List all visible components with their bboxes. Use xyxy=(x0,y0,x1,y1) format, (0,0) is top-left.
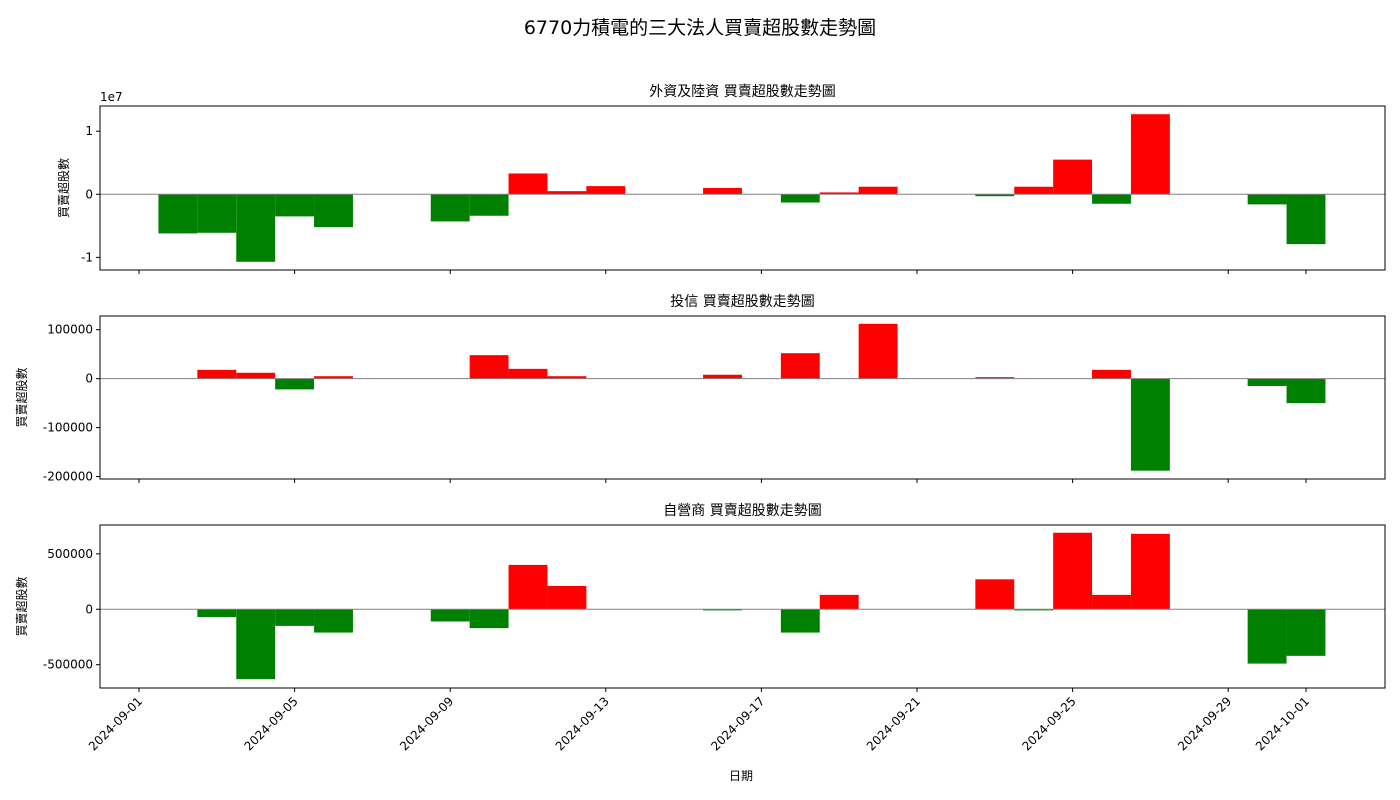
bar xyxy=(275,378,315,390)
x-axis-label: 日期 xyxy=(729,769,753,783)
bar xyxy=(703,609,742,611)
bar xyxy=(197,369,237,379)
panel-title: 投信 買賣超股數走勢圖 xyxy=(670,294,814,310)
y-tick-label: 1 xyxy=(85,124,93,138)
bar xyxy=(780,609,820,633)
x-tick-label: 2024-09-09 xyxy=(397,694,456,753)
axes-frame xyxy=(99,524,1386,689)
bar xyxy=(975,194,1015,197)
panel-1: 外資及陸資 買賣超股數走勢圖 -1 0 1 1e7 買賣超股數 xyxy=(56,84,1386,274)
bar xyxy=(158,194,198,234)
bar xyxy=(430,609,470,622)
bar xyxy=(547,191,587,195)
panel-2: 投信 買賣超股數走勢圖 -200000 -100000 0 100000 買賣超股數 xyxy=(14,294,1386,484)
bar xyxy=(508,173,548,195)
x-tick-label: 2024-09-17 xyxy=(708,694,767,753)
bar xyxy=(1092,369,1131,379)
bar xyxy=(1247,194,1287,205)
bar xyxy=(1014,186,1054,195)
bar xyxy=(780,194,820,203)
y-axis-label: 買賣超股數 xyxy=(56,158,71,218)
x-tick-label: 2024-09-01 xyxy=(86,694,145,753)
y-tick-label: 100000 xyxy=(47,323,93,337)
bar xyxy=(703,374,742,379)
bar xyxy=(508,564,548,610)
bar xyxy=(1092,194,1131,204)
bar xyxy=(1092,594,1131,610)
bar xyxy=(508,368,548,379)
bar xyxy=(1014,609,1054,611)
bar xyxy=(858,186,898,195)
bar xyxy=(469,609,509,629)
panel-3: 自營商 買賣超股數走勢圖 -500000 0 500000 買賣超股數 2024-09-0… xyxy=(14,503,1386,753)
x-tick-label: 2024-09-29 xyxy=(1175,694,1234,753)
x-tick-label: 2024-09-25 xyxy=(1020,694,1079,753)
bar xyxy=(1053,532,1093,610)
bar xyxy=(1286,378,1326,404)
panel-title: 自營商 買賣超股數走勢圖 xyxy=(663,503,821,519)
x-tick-label: 2024-09-21 xyxy=(864,694,923,753)
y-tick-label: 0 xyxy=(85,187,93,201)
bar xyxy=(1286,194,1326,245)
figure-title: 6770力積電的三大法人買賣超股數走勢圖 xyxy=(524,17,876,39)
panel-title: 外資及陸資 買賣超股數走勢圖 xyxy=(649,84,835,100)
bar xyxy=(469,194,509,216)
bar xyxy=(197,194,237,233)
y-offset-label: 1e7 xyxy=(100,90,123,104)
bar xyxy=(236,372,276,379)
y-tick-label: 500000 xyxy=(47,547,93,561)
y-tick-label: -200000 xyxy=(43,470,93,484)
bar xyxy=(275,609,315,626)
bar xyxy=(275,194,315,217)
y-tick-label: 0 xyxy=(85,602,93,616)
bar xyxy=(703,188,742,195)
bar xyxy=(1130,114,1170,195)
bar xyxy=(780,353,820,379)
axes-frame xyxy=(99,105,1386,271)
bar xyxy=(1053,159,1093,195)
bar xyxy=(1286,609,1326,656)
bar xyxy=(469,355,509,379)
y-tick-label: -100000 xyxy=(43,421,93,435)
y-tick-label: -500000 xyxy=(43,658,93,672)
bar xyxy=(236,609,276,680)
bar xyxy=(430,194,470,222)
x-tick-label: 2024-09-05 xyxy=(242,694,301,753)
x-tick-label: 2024-09-13 xyxy=(553,694,612,753)
bar xyxy=(1130,378,1170,471)
bar xyxy=(314,609,353,633)
bar xyxy=(1130,533,1170,610)
bar xyxy=(197,609,237,618)
bar xyxy=(1247,378,1287,386)
bar xyxy=(586,186,626,195)
bar xyxy=(314,376,353,379)
x-tick-label: 2024-10-01 xyxy=(1253,694,1312,753)
y-axis-label: 買賣超股數 xyxy=(14,367,29,427)
bar xyxy=(314,194,353,228)
bar xyxy=(975,377,1015,379)
bar xyxy=(975,579,1015,610)
bar xyxy=(236,194,276,262)
bar xyxy=(819,594,859,610)
y-tick-label: 0 xyxy=(85,372,93,386)
y-axis-label: 買賣超股數 xyxy=(14,576,29,636)
bar xyxy=(819,192,859,195)
bar xyxy=(547,376,587,379)
y-tick-label: -1 xyxy=(81,250,93,264)
bar xyxy=(547,585,587,610)
bar xyxy=(858,323,898,379)
axes-frame xyxy=(99,315,1386,480)
bar xyxy=(1247,609,1287,664)
